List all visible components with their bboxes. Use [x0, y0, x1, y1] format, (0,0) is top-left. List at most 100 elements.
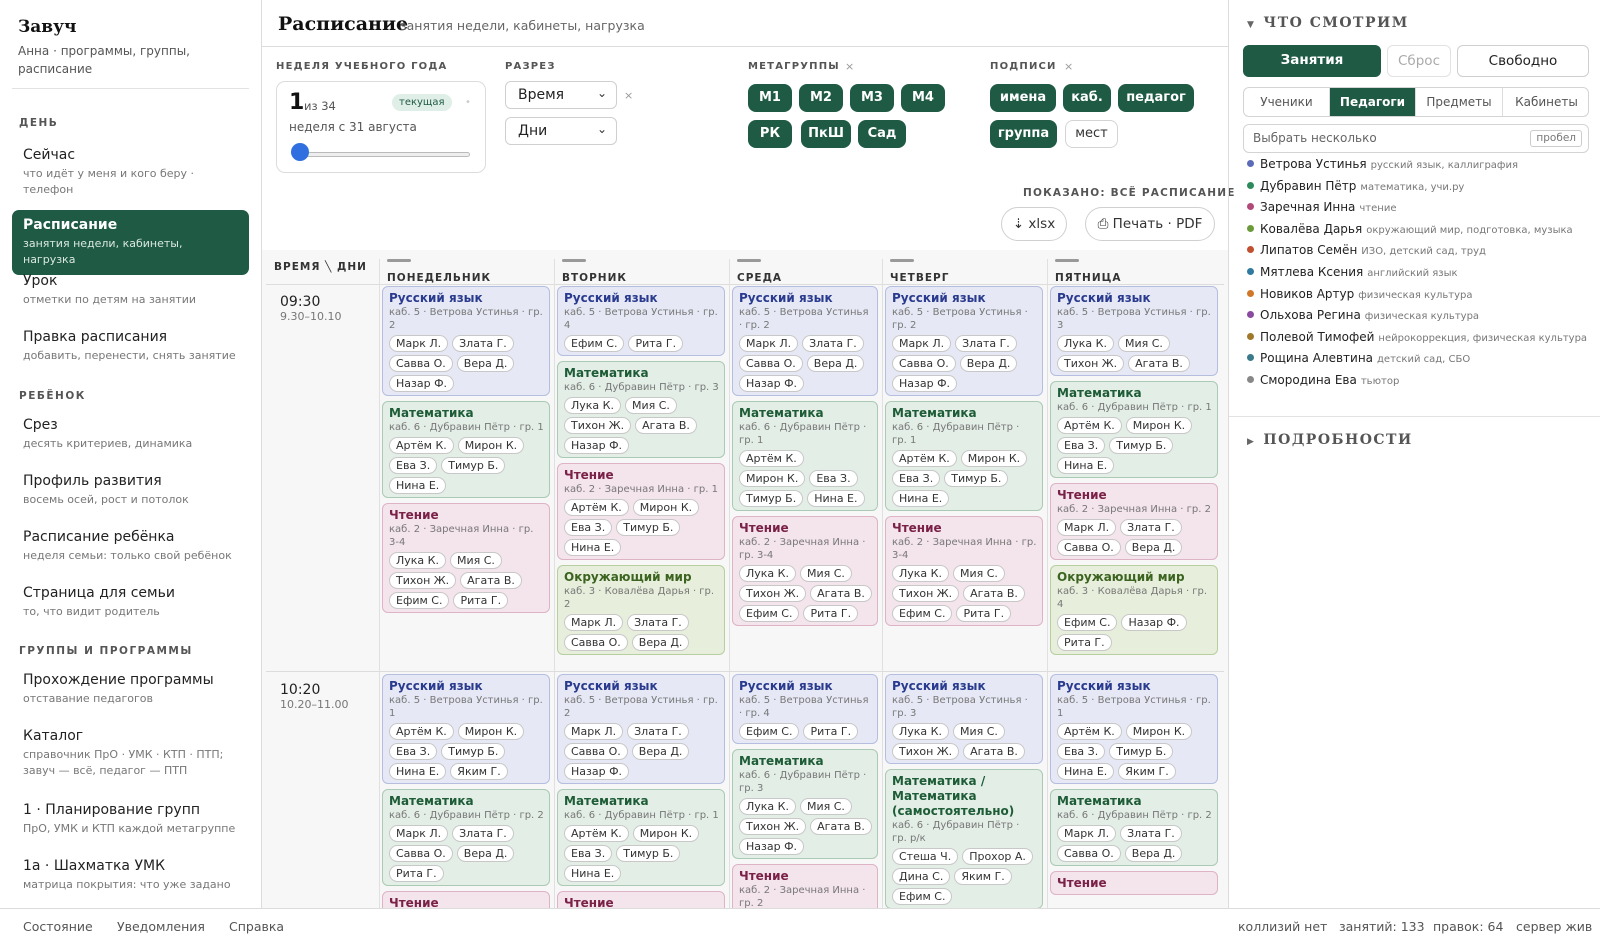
student-chip[interactable]: Вера Д. — [456, 845, 515, 862]
nav-item-program-progress[interactable]: Прохождение программы отставание педагого… — [12, 665, 249, 714]
student-chip[interactable]: Марк Л. — [389, 825, 449, 842]
student-chip[interactable]: Нина Е. — [564, 539, 622, 556]
student-chip[interactable]: Мирон К. — [739, 470, 806, 487]
student-chip[interactable]: Нина Е. — [389, 477, 447, 494]
teacher-item[interactable]: Липатов Семён ИЗО, детский сад, труд — [1247, 239, 1486, 258]
teacher-item[interactable]: Новиков Артур физическая культура — [1247, 283, 1473, 302]
lesson-card[interactable]: Русский язык каб. 5 · Ветрова Устинья · г… — [382, 674, 550, 784]
nav-item-umk-matrix[interactable]: 1а · Шахматка УМК матрица покрытия: что у… — [12, 851, 249, 900]
student-chip[interactable]: Артём К. — [564, 499, 629, 516]
student-chip[interactable]: Тимур Б. — [616, 519, 681, 536]
student-chip[interactable]: Злата Г. — [627, 614, 689, 631]
student-chip[interactable]: Прохор А. — [962, 848, 1033, 865]
caption-chip[interactable]: мест — [1065, 120, 1118, 148]
lesson-card[interactable]: Русский язык каб. 5 · Ветрова Устинья · г… — [557, 674, 725, 784]
lesson-card[interactable]: Чтение — [1050, 871, 1218, 895]
week-slider-track[interactable] — [295, 152, 470, 157]
lesson-card[interactable]: Математика каб. 6 · Дубравин Пётр · гр. 2… — [382, 789, 550, 886]
teacher-item[interactable]: Заречная Инна чтение — [1247, 196, 1396, 215]
student-chip[interactable]: Вера Д. — [806, 355, 865, 372]
student-chip[interactable]: Ева З. — [389, 457, 438, 474]
student-chip[interactable]: Савва О. — [1057, 845, 1121, 862]
lesson-card[interactable]: Русский язык каб. 5 · Ветрова Устинья · г… — [1050, 674, 1218, 784]
student-chip[interactable]: Савва О. — [739, 355, 803, 372]
student-chip[interactable]: Лука К. — [389, 552, 446, 569]
student-chip[interactable]: Мирон К. — [457, 723, 525, 740]
student-chip[interactable]: Нина Е. — [389, 763, 447, 780]
student-chip[interactable]: Мия С. — [624, 397, 677, 414]
student-chip[interactable]: Мия С. — [799, 798, 852, 815]
metagroup-chip[interactable]: М1 — [748, 84, 792, 112]
student-chip[interactable]: Вера Д. — [631, 634, 690, 651]
nav-item-group-planning[interactable]: 1 · Планирование групп ПрО, УМК и КТП каж… — [12, 795, 249, 844]
student-chip[interactable]: Марк Л. — [564, 614, 624, 631]
student-chip[interactable]: Мия С. — [449, 552, 502, 569]
lesson-card[interactable]: Математика каб. 6 · Дубравин Пётр · гр. 1… — [1050, 381, 1218, 478]
student-chip[interactable]: Тихон Ж. — [892, 585, 960, 602]
student-chip[interactable]: Назар Ф. — [739, 375, 805, 392]
student-chip[interactable]: Артём К. — [389, 723, 454, 740]
lesson-card[interactable]: Чтение каб. 2 · Заречная Инна · гр. 3-4 Лу… — [885, 516, 1043, 626]
lesson-card[interactable]: Математика каб. 6 · Дубравин Пётр · гр. 1… — [382, 401, 550, 498]
slice-columns-select[interactable]: Дни ⌄ — [505, 117, 617, 145]
student-chip[interactable]: Назар Ф. — [564, 763, 630, 780]
student-chip[interactable]: Савва О. — [892, 355, 956, 372]
student-chip[interactable]: Назар Ф. — [739, 838, 805, 855]
student-chip[interactable]: Артём К. — [389, 437, 454, 454]
student-chip[interactable]: Ефим С. — [892, 888, 953, 905]
student-chip[interactable]: Тихон Ж. — [1057, 355, 1125, 372]
lesson-card[interactable]: Математика каб. 6 · Дубравин Пётр · гр. 1… — [557, 789, 725, 886]
student-chip[interactable]: Мирон К. — [1125, 723, 1193, 740]
student-chip[interactable]: Назар Ф. — [1121, 614, 1187, 631]
student-chip[interactable]: Мирон К. — [960, 450, 1028, 467]
teacher-item[interactable]: Смородина Ева тьютор — [1247, 369, 1399, 388]
student-chip[interactable]: Марк Л. — [564, 723, 624, 740]
teacher-item[interactable]: Ковалёва Дарья окружающий мир, подготовка… — [1247, 218, 1573, 237]
teacher-item[interactable]: Мятлева Ксения английский язык — [1247, 261, 1458, 280]
student-chip[interactable]: Тихон Ж. — [739, 818, 807, 835]
student-chip[interactable]: Ева З. — [389, 743, 438, 760]
nav-item-lesson[interactable]: Урок отметки по детям на занятии — [12, 266, 249, 315]
student-chip[interactable]: Ефим С. — [739, 605, 800, 622]
metagroup-chip[interactable]: Сад — [858, 120, 906, 148]
lesson-card[interactable]: Русский язык каб. 5 · Ветрова Устинья · г… — [885, 286, 1043, 396]
nav-item-schedule[interactable]: Расписание занятия недели, кабинеты, нагр… — [12, 210, 249, 275]
student-chip[interactable]: Тимур Б. — [616, 845, 681, 862]
student-chip[interactable]: Савва О. — [389, 845, 453, 862]
student-chip[interactable]: Вера Д. — [959, 355, 1018, 372]
student-chip[interactable]: Артём К. — [564, 825, 629, 842]
student-chip[interactable]: Агата В. — [810, 818, 872, 835]
multi-select-input[interactable]: Выбрать несколько пробел — [1243, 124, 1589, 153]
student-chip[interactable]: Ефим С. — [1057, 614, 1118, 631]
student-chip[interactable]: Савва О. — [564, 743, 628, 760]
lesson-card[interactable]: Математика каб. 6 · Дубравин Пётр · гр. 1… — [885, 401, 1043, 511]
teacher-item[interactable]: Рощина Алевтина детский сад, СБО — [1247, 347, 1470, 366]
student-chip[interactable]: Злата Г. — [452, 825, 514, 842]
nav-item-schedule-edit[interactable]: Правка расписания добавить, перенести, сн… — [12, 322, 249, 371]
student-chip[interactable]: Агата В. — [1128, 355, 1190, 372]
student-chip[interactable]: Мирон К. — [632, 825, 700, 842]
student-chip[interactable]: Нина Е. — [807, 490, 865, 507]
lesson-card[interactable]: Русский язык каб. 5 · Ветрова Устинья · г… — [885, 674, 1043, 764]
teacher-item[interactable]: Полевой Тимофей нейрокоррекция, физическа… — [1247, 326, 1587, 345]
student-chip[interactable]: Мирон К. — [632, 499, 700, 516]
student-chip[interactable]: Агата В. — [963, 585, 1025, 602]
student-chip[interactable]: Лука К. — [739, 798, 796, 815]
student-chip[interactable]: Савва О. — [564, 634, 628, 651]
student-chip[interactable]: Лука К. — [739, 565, 796, 582]
student-chip[interactable]: Марк Л. — [892, 335, 952, 352]
clear-icon[interactable]: × — [1064, 60, 1074, 73]
student-chip[interactable]: Тимур Б. — [739, 490, 804, 507]
lesson-card[interactable]: Чтение каб. 2 · Заречная Инна · гр. 2 Марк… — [1050, 483, 1218, 560]
student-chip[interactable]: Ева З. — [892, 470, 941, 487]
nav-item-profile[interactable]: Профиль развития восемь осей, рост и пото… — [12, 466, 249, 515]
student-chip[interactable]: Лука К. — [1057, 335, 1114, 352]
student-chip[interactable]: Мия С. — [1117, 335, 1170, 352]
student-chip[interactable]: Рита Г. — [803, 605, 859, 622]
caption-chip[interactable]: группа — [990, 120, 1057, 148]
teacher-item[interactable]: Дубравин Пётр математика, учи.ру — [1247, 175, 1464, 194]
student-chip[interactable]: Марк Л. — [1057, 825, 1117, 842]
tab-subjects[interactable]: Предметы — [1416, 88, 1503, 116]
nav-item-now[interactable]: Сейчас что идёт у меня и кого беру · теле… — [12, 140, 249, 205]
student-chip[interactable]: Стеша Ч. — [892, 848, 959, 865]
